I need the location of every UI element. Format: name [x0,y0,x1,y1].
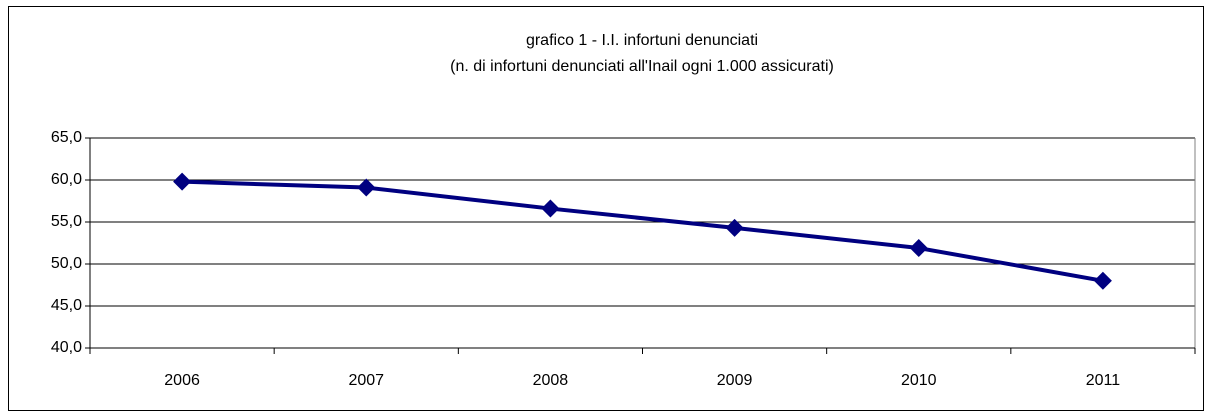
y-tick-label: 60,0 [51,171,82,188]
y-tick-label: 45,0 [51,297,82,314]
marker [357,178,376,197]
x-tick-label: 2010 [901,372,937,389]
x-tick-label: 2011 [1086,372,1121,389]
x-tick-label: 2006 [164,372,200,389]
y-tick-label: 55,0 [51,213,82,230]
y-tick-label: 40,0 [51,339,82,356]
x-tick-label: 2007 [348,372,384,389]
y-tick-label: 65,0 [51,129,82,146]
marker [541,199,560,218]
x-tick-label: 2008 [533,372,569,389]
marker [1093,271,1112,290]
marker [909,239,928,258]
y-tick-label: 50,0 [51,255,82,272]
chart-subtitle: (n. di infortuni denunciati all'Inail og… [450,58,834,75]
marker [173,172,192,191]
chart-title: grafico 1 - I.I. infortuni denunciati [526,32,758,49]
marker [725,218,744,237]
line [182,179,1104,283]
chart-border [8,6,1204,411]
x-tick-label: 2009 [717,372,753,389]
